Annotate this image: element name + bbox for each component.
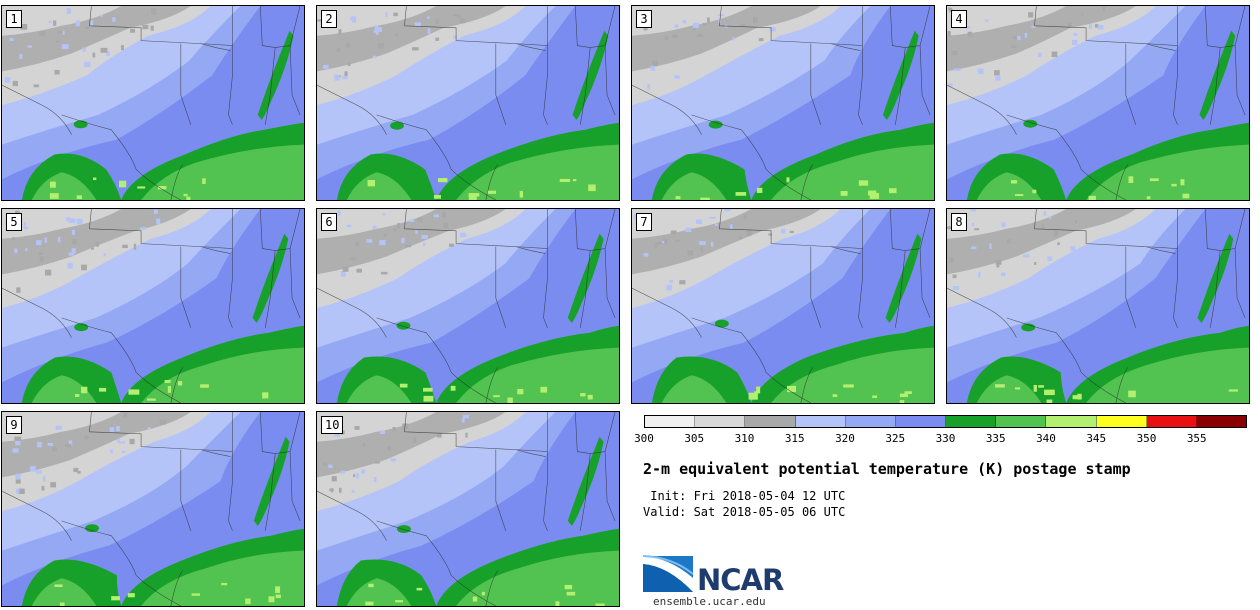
colorbar-segment	[996, 416, 1047, 427]
theta-e-map	[632, 6, 934, 200]
map-panel: 6	[316, 208, 620, 404]
colorbar-tick-label: 305	[684, 432, 705, 445]
colorbar-segment	[1046, 416, 1097, 427]
theta-e-map	[2, 209, 304, 403]
theta-e-map	[317, 412, 619, 606]
colorbar-segment	[695, 416, 746, 427]
map-panel: 10	[316, 411, 620, 607]
member-number-label: 3	[636, 10, 652, 28]
member-number-label: 9	[6, 416, 22, 434]
colorbar-segment	[1146, 416, 1197, 427]
map-panel: 7	[631, 208, 935, 404]
colorbar-segment	[795, 416, 846, 427]
map-panel: 8	[946, 208, 1250, 404]
figure-title: 2-m equivalent potential temperature (K)…	[643, 460, 1131, 478]
theta-e-map	[2, 6, 304, 200]
website-label: ensemble.ucar.edu	[653, 595, 766, 608]
colorbar-tick-label: 310	[734, 432, 755, 445]
colorbar-ticks: 300 305 310 315 320 325 330 335 340 345 350 355	[634, 432, 1247, 446]
colorbar-tick-label: 320	[835, 432, 855, 445]
colorbar-tick-label: 345	[1086, 432, 1107, 445]
valid-time: Valid: Sat 2018-05-05 06 UTC	[643, 505, 846, 519]
colorbar-tick-label: 325	[885, 432, 906, 445]
init-time: Init: Fri 2018-05-04 12 UTC	[643, 489, 846, 503]
theta-e-map	[632, 209, 934, 403]
colorbar-segment	[946, 416, 997, 427]
member-number-label: 5	[6, 213, 22, 231]
colorbar-tick-label: 300	[634, 432, 654, 445]
colorbar-segment	[745, 416, 796, 427]
map-panel: 5	[1, 208, 305, 404]
map-panel: 2	[316, 5, 620, 201]
colorbar-tick-label: 355	[1186, 432, 1207, 445]
theta-e-map	[317, 6, 619, 200]
map-panel: 4	[946, 5, 1250, 201]
colorbar-segment	[845, 416, 896, 427]
map-panel: 9	[1, 411, 305, 607]
colorbar-tick-label: 340	[1036, 432, 1056, 445]
colorbar-tick-label: 315	[784, 432, 805, 445]
member-number-label: 1	[6, 10, 22, 28]
ncar-logo-icon	[642, 555, 694, 592]
member-number-label: 8	[951, 213, 967, 231]
colorbar-tick-label: 330	[935, 432, 956, 445]
colorbar	[644, 415, 1247, 428]
member-number-label: 7	[636, 213, 652, 231]
colorbar-tick-label: 335	[985, 432, 1006, 445]
map-panel: 3	[631, 5, 935, 201]
member-number-label: 6	[321, 213, 337, 231]
member-number-label: 2	[321, 10, 337, 28]
theta-e-map	[947, 209, 1249, 403]
colorbar-segment	[1096, 416, 1147, 427]
colorbar-segment	[1196, 416, 1247, 427]
map-panel: 1	[1, 5, 305, 201]
colorbar-segment	[645, 416, 696, 427]
logo-text: NCAR	[697, 563, 784, 597]
member-number-label: 4	[951, 10, 967, 28]
member-number-label: 10	[321, 416, 344, 434]
colorbar-segment	[895, 416, 947, 427]
theta-e-map	[947, 6, 1249, 200]
theta-e-map	[317, 209, 619, 403]
colorbar-tick-label: 350	[1136, 432, 1157, 445]
theta-e-map	[2, 412, 304, 606]
